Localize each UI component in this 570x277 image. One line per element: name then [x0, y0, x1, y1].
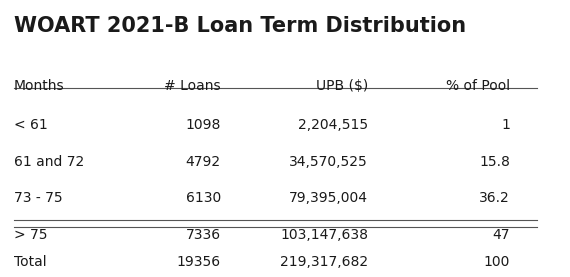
Text: 36.2: 36.2	[479, 191, 510, 206]
Text: Months: Months	[14, 79, 64, 93]
Text: 19356: 19356	[177, 255, 221, 269]
Text: 100: 100	[483, 255, 510, 269]
Text: 1: 1	[501, 118, 510, 132]
Text: % of Pool: % of Pool	[446, 79, 510, 93]
Text: 79,395,004: 79,395,004	[289, 191, 368, 206]
Text: 6130: 6130	[186, 191, 221, 206]
Text: > 75: > 75	[14, 228, 47, 242]
Text: Total: Total	[14, 255, 46, 269]
Text: UPB ($): UPB ($)	[316, 79, 368, 93]
Text: 1098: 1098	[185, 118, 221, 132]
Text: WOART 2021-B Loan Term Distribution: WOART 2021-B Loan Term Distribution	[14, 16, 466, 36]
Text: 34,570,525: 34,570,525	[290, 155, 368, 169]
Text: 7336: 7336	[186, 228, 221, 242]
Text: 103,147,638: 103,147,638	[280, 228, 368, 242]
Text: 4792: 4792	[186, 155, 221, 169]
Text: < 61: < 61	[14, 118, 47, 132]
Text: 219,317,682: 219,317,682	[280, 255, 368, 269]
Text: 15.8: 15.8	[479, 155, 510, 169]
Text: 2,204,515: 2,204,515	[298, 118, 368, 132]
Text: 73 - 75: 73 - 75	[14, 191, 62, 206]
Text: 61 and 72: 61 and 72	[14, 155, 84, 169]
Text: 47: 47	[492, 228, 510, 242]
Text: # Loans: # Loans	[164, 79, 221, 93]
